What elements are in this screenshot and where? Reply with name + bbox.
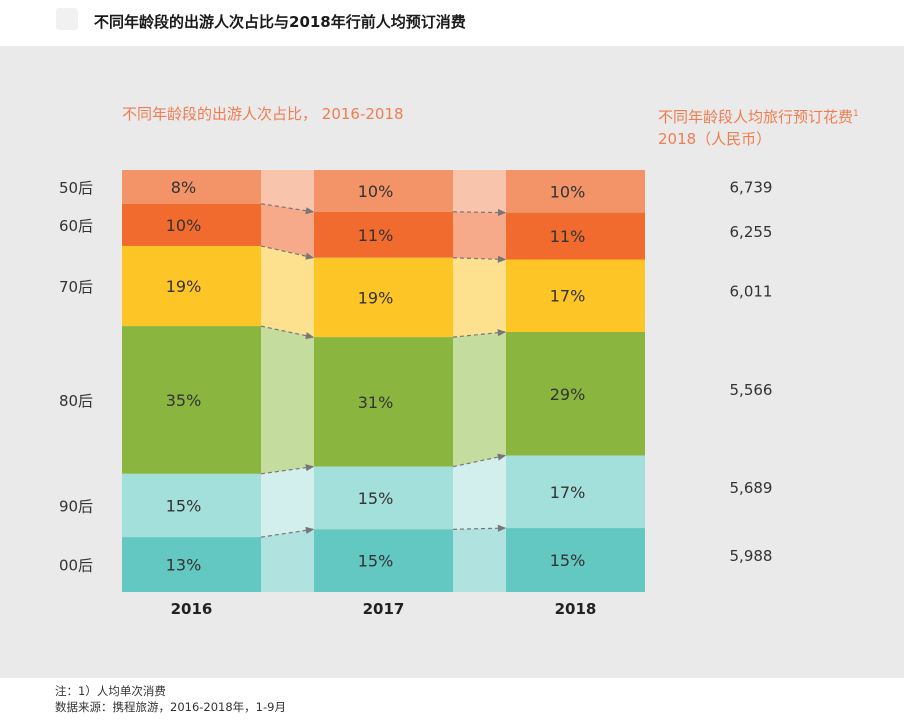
connector-layer — [261, 170, 506, 592]
series-label-80后: 80后 — [59, 392, 93, 410]
value-label-00后-2017: 15% — [358, 552, 394, 571]
spend-title-footnote: 1 — [853, 109, 859, 119]
data-source: 数据来源：携程旅游，2016-2018年，1-9月 — [55, 700, 286, 714]
spend-title-line2: 2018（人民币） — [658, 130, 772, 148]
spend-value-90后: 5,689 — [730, 479, 773, 497]
series-label-00后: 00后 — [59, 557, 93, 575]
connector-00后-2016 — [261, 529, 314, 592]
trend-arrow-00后-2017 — [452, 524, 507, 532]
bar-layer — [122, 170, 645, 592]
bar-segment-90后-2016 — [122, 473, 261, 538]
connector-60后-2016 — [261, 203, 314, 258]
spend-title-line1: 不同年龄段人均旅行预订花费 — [658, 108, 854, 126]
value-label-60后-2018: 11% — [550, 227, 586, 246]
bar-segment-70后-2017 — [314, 257, 453, 338]
label-layer: 8% 10% 10% 10% 11% 11% 19% 19% 17% 35% 31% 29% 15% 15… — [59, 178, 773, 618]
value-label-70后-2018: 17% — [550, 287, 586, 306]
category-label-2017: 2017 — [363, 600, 405, 618]
bar-segment-70后-2018 — [506, 259, 645, 332]
arrow-layer — [260, 203, 507, 538]
footnote: 注：1）人均单次消费 — [55, 684, 166, 698]
bar-segment-60后-2018 — [506, 212, 645, 260]
series-label-60后: 60后 — [59, 217, 93, 235]
bar-segment-60后-2017 — [314, 211, 453, 258]
connector-00后-2017 — [453, 528, 506, 592]
bar-segment-00后-2017 — [314, 529, 453, 592]
value-label-50后-2017: 10% — [358, 182, 394, 201]
trend-arrow-70后-2017 — [452, 255, 507, 263]
series-label-50后: 50后 — [59, 179, 93, 197]
trend-arrow-80后-2016 — [260, 325, 315, 340]
value-label-50后-2018: 10% — [550, 182, 586, 201]
value-label-00后-2018: 15% — [550, 551, 586, 570]
bar-segment-90后-2017 — [314, 466, 453, 530]
series-label-70后: 70后 — [59, 278, 93, 296]
bar-segment-80后-2017 — [314, 337, 453, 467]
page-title: 不同年龄段的出游人次占比与2018年行前人均预订消费 — [94, 13, 466, 31]
trend-arrow-70后-2016 — [260, 245, 315, 260]
spend-value-80后: 5,566 — [730, 381, 773, 399]
trend-arrow-00后-2016 — [260, 526, 315, 538]
trend-arrow-80后-2017 — [452, 329, 507, 338]
bar-segment-80后-2016 — [122, 326, 261, 474]
chart-title: 不同年龄段的出游人次占比， 2016-2018 — [122, 105, 404, 123]
connector-80后-2017 — [453, 331, 506, 467]
bar-segment-50后-2017 — [314, 170, 453, 212]
trend-arrow-90后-2017 — [452, 453, 507, 468]
connector-90后-2016 — [261, 466, 314, 538]
value-label-90后-2016: 15% — [166, 496, 202, 515]
connector-90后-2017 — [453, 455, 506, 530]
value-label-60后-2016: 10% — [166, 216, 202, 235]
bar-segment-00后-2016 — [122, 537, 261, 592]
connector-70后-2017 — [453, 257, 506, 338]
value-label-00后-2016: 13% — [166, 556, 202, 575]
bar-segment-90后-2018 — [506, 455, 645, 529]
bar-segment-60后-2016 — [122, 203, 261, 246]
bar-segment-00后-2018 — [506, 528, 645, 592]
series-label-90后: 90后 — [59, 497, 93, 515]
category-label-2016: 2016 — [171, 600, 213, 618]
trend-arrow-60后-2016 — [260, 203, 315, 215]
value-label-80后-2016: 35% — [166, 391, 202, 410]
value-label-70后-2016: 19% — [166, 277, 202, 296]
logo-icon — [56, 8, 78, 30]
header: 不同年龄段的出游人次占比与2018年行前人均预订消费 — [0, 0, 904, 46]
bar-segment-50后-2016 — [122, 170, 261, 204]
value-label-70后-2017: 19% — [358, 288, 394, 307]
value-label-90后-2018: 17% — [550, 483, 586, 502]
value-label-60后-2017: 11% — [358, 226, 394, 245]
connector-60后-2017 — [453, 211, 506, 260]
spend-value-60后: 6,255 — [730, 223, 773, 241]
value-label-80后-2018: 29% — [550, 385, 586, 404]
bar-segment-50后-2018 — [506, 170, 645, 213]
bar-segment-80后-2018 — [506, 331, 645, 456]
spend-value-00后: 5,988 — [730, 547, 773, 565]
footer: 注：1）人均单次消费 数据来源：携程旅游，2016-2018年，1-9月 — [55, 683, 286, 715]
category-label-2018: 2018 — [555, 600, 597, 618]
value-label-90后-2017: 15% — [358, 489, 394, 508]
value-label-80后-2017: 31% — [358, 393, 394, 412]
trend-arrow-60后-2017 — [452, 208, 507, 217]
connector-80后-2016 — [261, 326, 314, 474]
connector-50后-2017 — [453, 170, 506, 213]
spend-value-70后: 6,011 — [730, 283, 773, 301]
bar-segment-70后-2016 — [122, 245, 261, 327]
spend-title: 不同年龄段人均旅行预订花费1 2018（人民币） — [658, 103, 859, 150]
spend-value-50后: 6,739 — [730, 178, 773, 196]
value-label-50后-2016: 8% — [171, 178, 196, 197]
connector-50后-2016 — [261, 170, 314, 212]
connector-70后-2016 — [261, 245, 314, 338]
trend-arrow-90后-2016 — [260, 464, 315, 475]
